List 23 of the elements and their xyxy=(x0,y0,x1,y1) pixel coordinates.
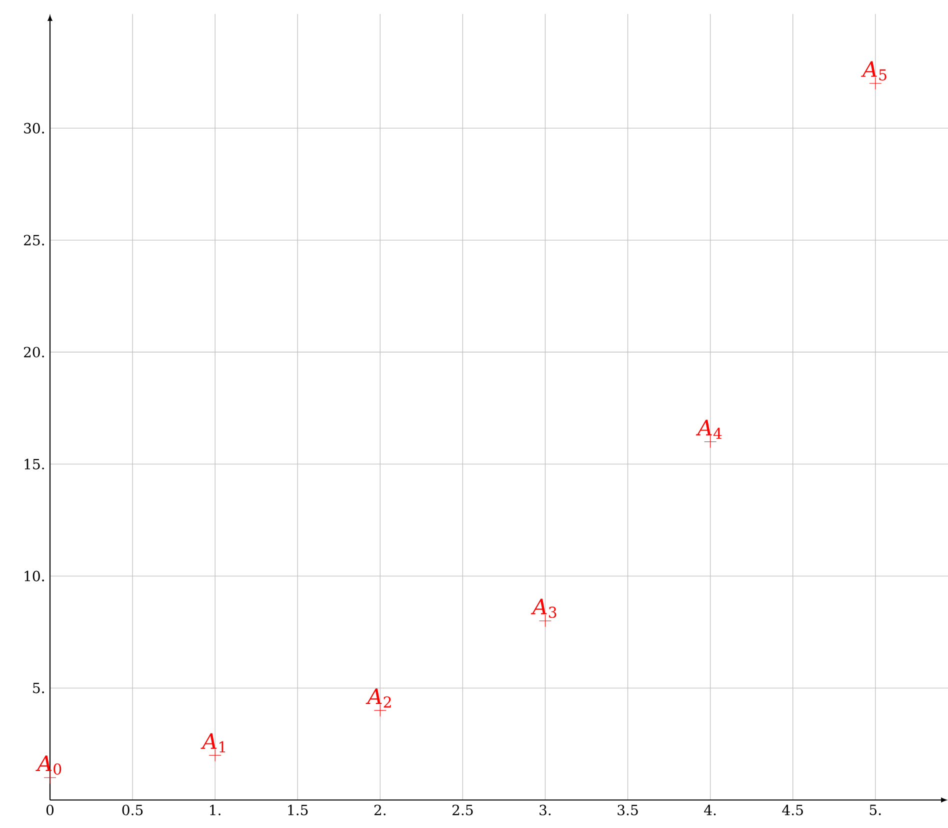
x-tick-label: 0 xyxy=(46,804,54,816)
y-tick-label: 20. xyxy=(24,346,44,358)
annotation: A$_{2}$ xyxy=(366,688,391,708)
x-tick-label: 2. xyxy=(374,804,386,816)
x-tick-label: 1.5 xyxy=(288,804,308,816)
annotation: A$_{1}$ xyxy=(200,733,226,752)
x-tick-label: 5. xyxy=(870,804,881,816)
x-tick-label: 4. xyxy=(704,804,716,816)
annotation: A$_{3}$ xyxy=(530,598,556,618)
y-tick-label: 10. xyxy=(24,570,44,582)
x-tick-label: 0.5 xyxy=(122,804,143,816)
x-tick-label: 3.5 xyxy=(618,804,638,816)
x-tick-label: 3. xyxy=(540,804,551,816)
annotation: A$_{4}$ xyxy=(696,420,722,439)
y-tick-label: 5. xyxy=(33,682,44,694)
y-tick-label: 25. xyxy=(24,234,44,246)
point xyxy=(208,748,222,762)
x-tick-label: 4.5 xyxy=(782,804,803,816)
x-tick-label: 1. xyxy=(210,804,220,816)
y-tick-label: 15. xyxy=(24,458,44,470)
annotation: A$_{5}$ xyxy=(860,61,886,80)
x-tick-label: 2.5 xyxy=(452,804,473,816)
y-tick-label: 30. xyxy=(24,122,44,134)
